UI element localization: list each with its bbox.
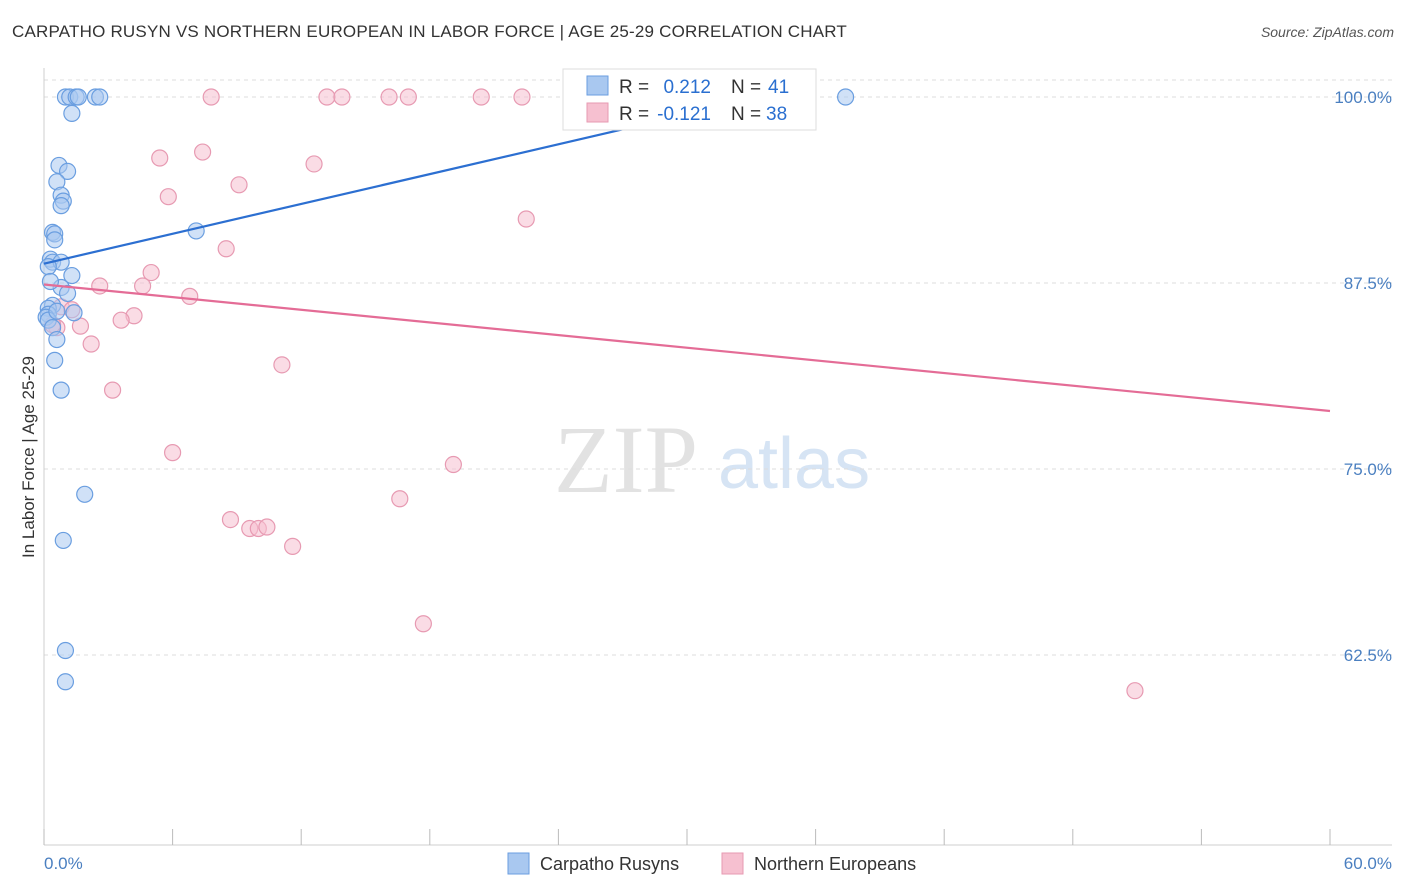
carpatho-rusyns-point-7 [63, 104, 81, 122]
northern-europeans-point-34 [284, 537, 302, 555]
carpatho-rusyns-point-33 [52, 381, 70, 399]
northern-europeans-point-33 [258, 518, 276, 536]
northern-europeans-point-29 [391, 490, 409, 508]
northern-europeans-point-21 [112, 311, 130, 329]
carpatho-rusyns-point-40 [48, 302, 66, 320]
northern-europeans-point-3 [380, 88, 398, 106]
trend-line-northern-europeans [43, 283, 1331, 413]
legend-r-value-blue: 0.212 [663, 77, 711, 98]
carpatho-rusyns-point-6 [837, 88, 855, 106]
northern-europeans-point-17 [181, 287, 199, 305]
northern-europeans-point-35 [414, 615, 432, 633]
y-tick-label-3: 100.0% [1334, 88, 1392, 107]
northern-europeans-point-30 [221, 510, 240, 529]
northern-europeans-point-13 [217, 240, 235, 258]
series-legend-label-pink: Northern Europeans [754, 854, 916, 874]
y-tick-label-1: 75.0% [1344, 460, 1392, 479]
carpatho-rusyns-point-31 [48, 330, 66, 349]
legend-n-label-pink: N = [731, 104, 761, 125]
northern-europeans-point-16 [133, 277, 152, 295]
legend-n-value-blue: 41 [768, 77, 789, 98]
northern-europeans-point-8 [194, 143, 212, 161]
northern-europeans-point-4 [399, 88, 417, 106]
carpatho-rusyns-point-17 [46, 231, 64, 249]
stats-legend: R = 0.212 N = 41 R = -0.121 N = 38 [562, 68, 817, 131]
carpatho-rusyns-point-9 [58, 162, 77, 180]
x-ticks [43, 829, 1331, 845]
carpatho-rusyns-point-39 [58, 284, 77, 303]
carpatho-rusyns-point-36 [56, 641, 75, 660]
northern-europeans-point-1 [318, 88, 336, 106]
chart-title: CARPATHO RUSYN VS NORTHERN EUROPEAN IN L… [12, 22, 847, 41]
source-label: Source: ZipAtlas.com [1260, 24, 1394, 40]
northern-europeans-point-9 [305, 155, 323, 173]
legend-swatch-pink [586, 102, 609, 123]
carpatho-rusyns-point-14 [187, 222, 205, 240]
carpatho-rusyns-point-34 [76, 485, 94, 503]
northern-europeans-point-27 [164, 444, 182, 462]
legend-n-value-pink: 38 [766, 104, 787, 125]
northern-europeans-point-5 [472, 88, 490, 106]
y-tick-label-0: 62.5% [1344, 646, 1392, 665]
series-legend-label-blue: Carpatho Rusyns [540, 854, 679, 874]
carpatho-rusyns-point-5 [91, 88, 109, 106]
northern-europeans-point-6 [513, 88, 531, 106]
carpatho-rusyns-point-22 [63, 266, 81, 285]
series-legend-swatch-pink [721, 852, 744, 875]
legend-r-value-pink: -0.121 [657, 104, 711, 125]
carpatho-rusyns-point-27 [65, 304, 83, 322]
watermark-atlas: atlas [718, 424, 870, 504]
series-northern-europeans [43, 88, 1144, 700]
northern-europeans-point-25 [273, 356, 291, 374]
northern-europeans-point-24 [82, 335, 100, 353]
legend-swatch-blue [586, 75, 609, 96]
carpatho-rusyns-point-37 [56, 673, 75, 691]
x-tick-label-max: 60.0% [1344, 854, 1392, 873]
northern-europeans-point-26 [103, 381, 122, 399]
legend-r-label-blue: R = [619, 77, 649, 98]
northern-europeans-point-10 [230, 176, 248, 194]
carpatho-rusyns-point-32 [46, 351, 64, 369]
y-axis-title: In Labor Force | Age 25-29 [19, 356, 38, 558]
y-tick-label-2: 87.5% [1344, 274, 1392, 293]
y-tick-labels: 62.5% 75.0% 87.5% 100.0% [1334, 88, 1392, 665]
northern-europeans-point-2 [333, 88, 351, 106]
x-tick-label-min: 0.0% [44, 854, 83, 873]
series-legend-swatch-blue [507, 852, 530, 875]
carpatho-rusyns-point-13 [52, 197, 70, 215]
northern-europeans-point-7 [151, 149, 169, 167]
series-legend: Carpatho Rusyns Northern Europeans [507, 852, 916, 875]
legend-r-label-pink: R = [619, 104, 649, 125]
carpatho-rusyns-point-3 [69, 88, 87, 106]
gridlines [44, 79, 1392, 656]
carpatho-rusyns-point-38 [41, 272, 60, 291]
trend-lines [43, 95, 1331, 413]
northern-europeans-point-12 [517, 210, 535, 228]
northern-europeans-point-14 [142, 263, 160, 282]
northern-europeans-point-28 [444, 455, 462, 474]
northern-europeans-point-36 [1126, 682, 1144, 700]
axes [43, 68, 1392, 846]
northern-europeans-point-0 [202, 88, 220, 106]
series-carpatho-rusyns [37, 88, 855, 691]
legend-n-label-blue: N = [731, 77, 761, 98]
watermark-zip: ZIP [554, 406, 698, 513]
northern-europeans-point-11 [159, 188, 177, 206]
carpatho-rusyns-point-35 [54, 531, 72, 550]
